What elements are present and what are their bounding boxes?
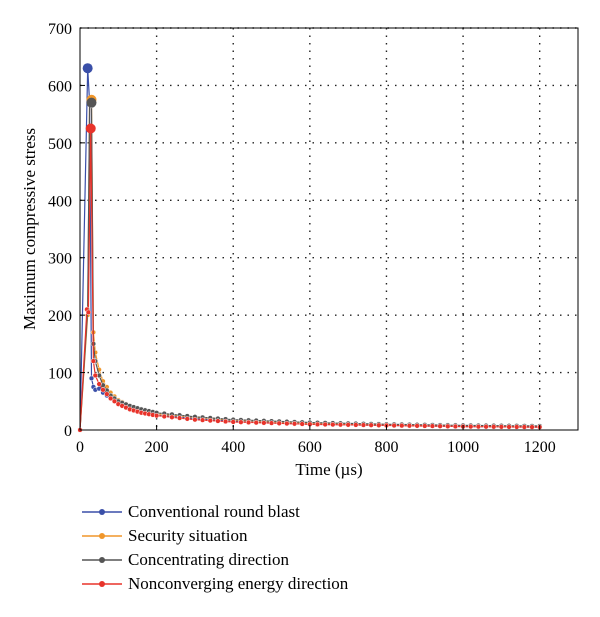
data-point xyxy=(353,422,359,428)
plot-frame xyxy=(79,27,579,431)
x-tick-label: 0 xyxy=(76,439,84,456)
data-point xyxy=(284,420,290,427)
data-point xyxy=(498,424,505,430)
data-point xyxy=(111,398,118,404)
data-point xyxy=(376,422,382,428)
data-point xyxy=(299,421,305,427)
data-point xyxy=(207,417,213,424)
data-point xyxy=(85,309,92,315)
y-tick-label: 700 xyxy=(48,21,72,38)
data-point xyxy=(88,375,95,381)
series-layer xyxy=(77,63,543,433)
x-tick-label: 200 xyxy=(145,439,169,456)
data-point xyxy=(153,412,160,419)
data-point xyxy=(161,413,167,420)
legend-swatch xyxy=(82,533,122,539)
data-point xyxy=(514,424,520,430)
data-point xyxy=(199,417,206,423)
x-tick-label: 400 xyxy=(221,439,245,456)
x-tick-label: 800 xyxy=(374,439,398,456)
data-point xyxy=(422,423,428,429)
data-point xyxy=(291,421,298,427)
data-point xyxy=(238,419,244,425)
series-line xyxy=(79,128,540,431)
y-tick-label: 500 xyxy=(48,136,72,153)
x-tick-label: 600 xyxy=(298,439,322,456)
peak-marker xyxy=(86,97,97,108)
data-point xyxy=(437,423,443,429)
data-point xyxy=(253,419,259,426)
data-point xyxy=(399,422,405,429)
data-point xyxy=(521,424,528,430)
data-point xyxy=(104,391,110,397)
data-point xyxy=(475,424,482,430)
legend-label: Concentrating direction xyxy=(128,550,289,569)
data-point xyxy=(491,424,497,430)
data-point xyxy=(90,358,97,364)
y-tick-label: 100 xyxy=(48,366,72,383)
data-point xyxy=(429,423,436,429)
data-point xyxy=(92,372,98,379)
legend-item: Concentrating direction xyxy=(80,548,348,572)
legend-item: Security situation xyxy=(80,524,348,548)
data-point xyxy=(96,381,102,387)
data-point xyxy=(100,387,106,393)
legend-item: Conventional round blast xyxy=(80,500,348,524)
data-point xyxy=(391,422,397,429)
y-tick-label: 300 xyxy=(48,251,72,268)
y-tick-label: 0 xyxy=(64,423,72,440)
legend: Conventional round blast Security situati… xyxy=(80,500,348,596)
data-point xyxy=(406,423,413,429)
grid-lines xyxy=(80,27,578,430)
legend-label: Nonconverging energy direction xyxy=(128,574,349,593)
peak-marker xyxy=(82,63,93,74)
data-point xyxy=(360,422,367,428)
data-point xyxy=(322,421,328,428)
data-point xyxy=(192,417,198,423)
y-tick-label: 400 xyxy=(48,193,72,210)
x-axis-title: Time (µs) xyxy=(295,460,362,479)
data-point xyxy=(445,423,451,429)
data-point xyxy=(314,421,321,428)
data-point xyxy=(414,423,420,429)
series-line xyxy=(79,68,540,431)
legend-label: Conventional round blast xyxy=(128,502,300,521)
data-point xyxy=(276,420,282,426)
data-point xyxy=(529,424,535,430)
data-point xyxy=(506,424,512,430)
data-point xyxy=(452,423,459,430)
x-tick-label: 1200 xyxy=(524,439,556,456)
data-point xyxy=(330,421,336,428)
x-tick-label: 1000 xyxy=(447,439,479,456)
axis-ticks: 0 200 400 600 800 1000 1200 0 100 200 300 400 500 600… xyxy=(48,21,556,456)
legend-label: Security situation xyxy=(128,526,248,545)
legend-swatch xyxy=(82,557,122,563)
y-tick-label: 600 xyxy=(48,78,72,95)
y-tick-label: 200 xyxy=(48,308,72,325)
peak-marker xyxy=(85,123,96,134)
series-3 xyxy=(77,123,543,433)
data-point xyxy=(169,414,175,420)
series-2 xyxy=(77,97,543,433)
data-point xyxy=(483,424,489,430)
data-point xyxy=(222,418,229,425)
data-point xyxy=(368,422,374,428)
data-point xyxy=(176,415,183,421)
data-point xyxy=(337,422,344,428)
data-point xyxy=(261,420,267,426)
y-axis-title: Maximum compressive stress xyxy=(20,128,39,330)
data-point xyxy=(230,419,236,425)
data-point xyxy=(215,418,221,424)
data-point xyxy=(268,420,275,426)
data-point xyxy=(184,416,190,422)
legend-swatch xyxy=(82,509,122,515)
data-point xyxy=(107,395,114,402)
data-point xyxy=(245,419,252,426)
legend-item: Nonconverging energy direction xyxy=(80,572,348,596)
data-point xyxy=(345,422,351,428)
legend-swatch xyxy=(82,581,122,587)
data-point xyxy=(468,423,474,430)
